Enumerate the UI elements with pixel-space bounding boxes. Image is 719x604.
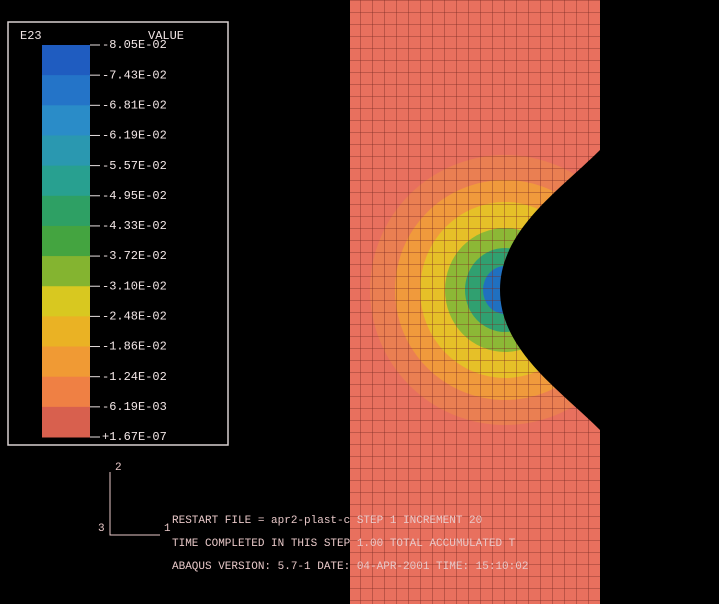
- legend-band: [42, 75, 90, 106]
- footer-line: ABAQUS VERSION: 5.7-1 DATE: 04-APR-2001 …: [172, 561, 528, 573]
- triad-label: 3: [98, 523, 105, 535]
- legend-label: -6.19E-02: [102, 129, 167, 143]
- legend-band: [42, 105, 90, 136]
- legend-label: -4.33E-02: [102, 219, 167, 233]
- legend-band: [42, 316, 90, 347]
- legend-label: -6.81E-02: [102, 98, 167, 112]
- triad-label: 2: [115, 462, 122, 474]
- legend-band: [42, 226, 90, 257]
- legend-band: [42, 196, 90, 227]
- legend-band: [42, 286, 90, 317]
- legend-band: [42, 407, 90, 438]
- legend-band: [42, 347, 90, 378]
- legend-label: -1.24E-02: [102, 370, 167, 384]
- footer-line: RESTART FILE = apr2-plast-c STEP 1 INCRE…: [172, 515, 482, 527]
- triad-label: 1: [164, 523, 171, 535]
- legend-label: -4.95E-02: [102, 189, 167, 203]
- page: {"legend": {"title": "E23", "header": "V…: [0, 0, 719, 604]
- legend-label: -3.10E-02: [102, 279, 167, 293]
- legend-label: -5.57E-02: [102, 159, 167, 173]
- legend-label: -2.48E-02: [102, 310, 167, 324]
- legend-label: -6.19E-03: [102, 400, 167, 414]
- legend-band: [42, 377, 90, 408]
- legend-label: -3.72E-02: [102, 249, 167, 263]
- legend-label: -8.05E-02: [102, 38, 167, 52]
- footer-line: TIME COMPLETED IN THIS STEP 1.00 TOTAL A…: [172, 538, 516, 550]
- legend-band: [42, 166, 90, 197]
- legend-title: E23: [20, 29, 42, 43]
- legend-band: [42, 135, 90, 166]
- legend-label: -1.86E-02: [102, 340, 167, 354]
- viewport: E23 VALUE -8.05E-02-7.43E-02-6.81E-02-6.…: [0, 0, 719, 604]
- legend-band: [42, 45, 90, 76]
- legend-label: +1.67E-07: [102, 430, 167, 444]
- legend-label: -7.43E-02: [102, 68, 167, 82]
- legend-band: [42, 256, 90, 287]
